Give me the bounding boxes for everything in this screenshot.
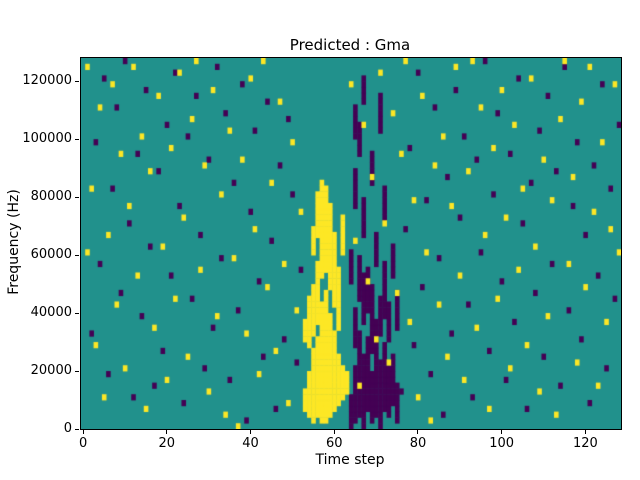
y-tick-label: 100000 (22, 131, 72, 147)
plot-area (80, 57, 622, 430)
x-tick-mark (333, 430, 335, 434)
y-tick-label: 20000 (30, 363, 72, 379)
x-tick-mark (501, 430, 503, 434)
y-tick-mark (75, 254, 79, 256)
y-tick-label: 120000 (22, 73, 72, 89)
y-tick-mark (75, 370, 79, 372)
y-tick-mark (75, 312, 79, 314)
x-tick-label: 40 (242, 436, 259, 451)
x-tick-label: 20 (158, 436, 176, 451)
y-tick-label: 60000 (30, 247, 72, 263)
y-tick-mark (75, 428, 79, 430)
y-tick-label: 40000 (30, 305, 72, 321)
x-tick-label: 120 (572, 436, 598, 451)
chart-title: Predicted : Gma (289, 36, 411, 54)
x-tick-label: 0 (78, 436, 88, 451)
y-tick-mark (75, 138, 79, 140)
x-tick-mark (166, 430, 168, 434)
x-tick-label: 100 (489, 436, 515, 451)
heatmap-canvas (81, 58, 621, 429)
x-axis-label: Time step (315, 452, 385, 468)
y-tick-label: 80000 (30, 189, 72, 205)
y-tick-label: 0 (63, 421, 72, 436)
x-tick-mark (584, 430, 586, 434)
y-tick-mark (75, 80, 79, 82)
x-tick-mark (250, 430, 252, 434)
x-tick-label: 60 (325, 436, 343, 451)
x-tick-mark (417, 430, 419, 434)
y-tick-mark (75, 196, 79, 198)
x-tick-label: 80 (409, 436, 427, 451)
y-axis-label: Frequency (Hz) (6, 189, 22, 295)
x-tick-mark (82, 430, 84, 434)
